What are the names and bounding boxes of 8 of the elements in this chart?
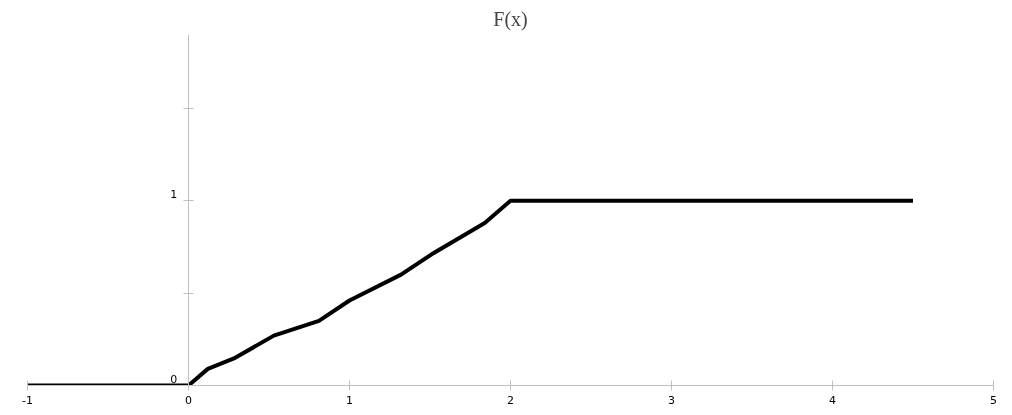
x-tick-label: 0 [185, 393, 192, 407]
chart-title: F(x) [493, 7, 528, 31]
x-tick-label: 5 [990, 393, 997, 407]
x-tick-label: 2 [507, 393, 514, 407]
x-tick-label: -1 [22, 393, 33, 407]
x-tick-label: 1 [346, 393, 353, 407]
x-tick-label: 3 [668, 393, 675, 407]
x-tick-label: 4 [829, 393, 836, 407]
